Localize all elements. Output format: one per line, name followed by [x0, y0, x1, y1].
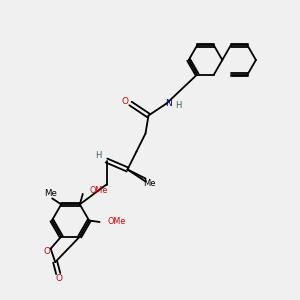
- Text: O: O: [122, 97, 129, 106]
- Text: OMe: OMe: [108, 218, 126, 226]
- Text: N: N: [165, 99, 171, 108]
- Text: O: O: [44, 247, 51, 256]
- Text: H: H: [175, 101, 181, 110]
- Text: Me: Me: [143, 179, 155, 188]
- Text: OMe: OMe: [89, 186, 108, 195]
- Text: H: H: [95, 152, 101, 160]
- Text: O: O: [55, 274, 62, 284]
- Text: Me: Me: [44, 189, 56, 198]
